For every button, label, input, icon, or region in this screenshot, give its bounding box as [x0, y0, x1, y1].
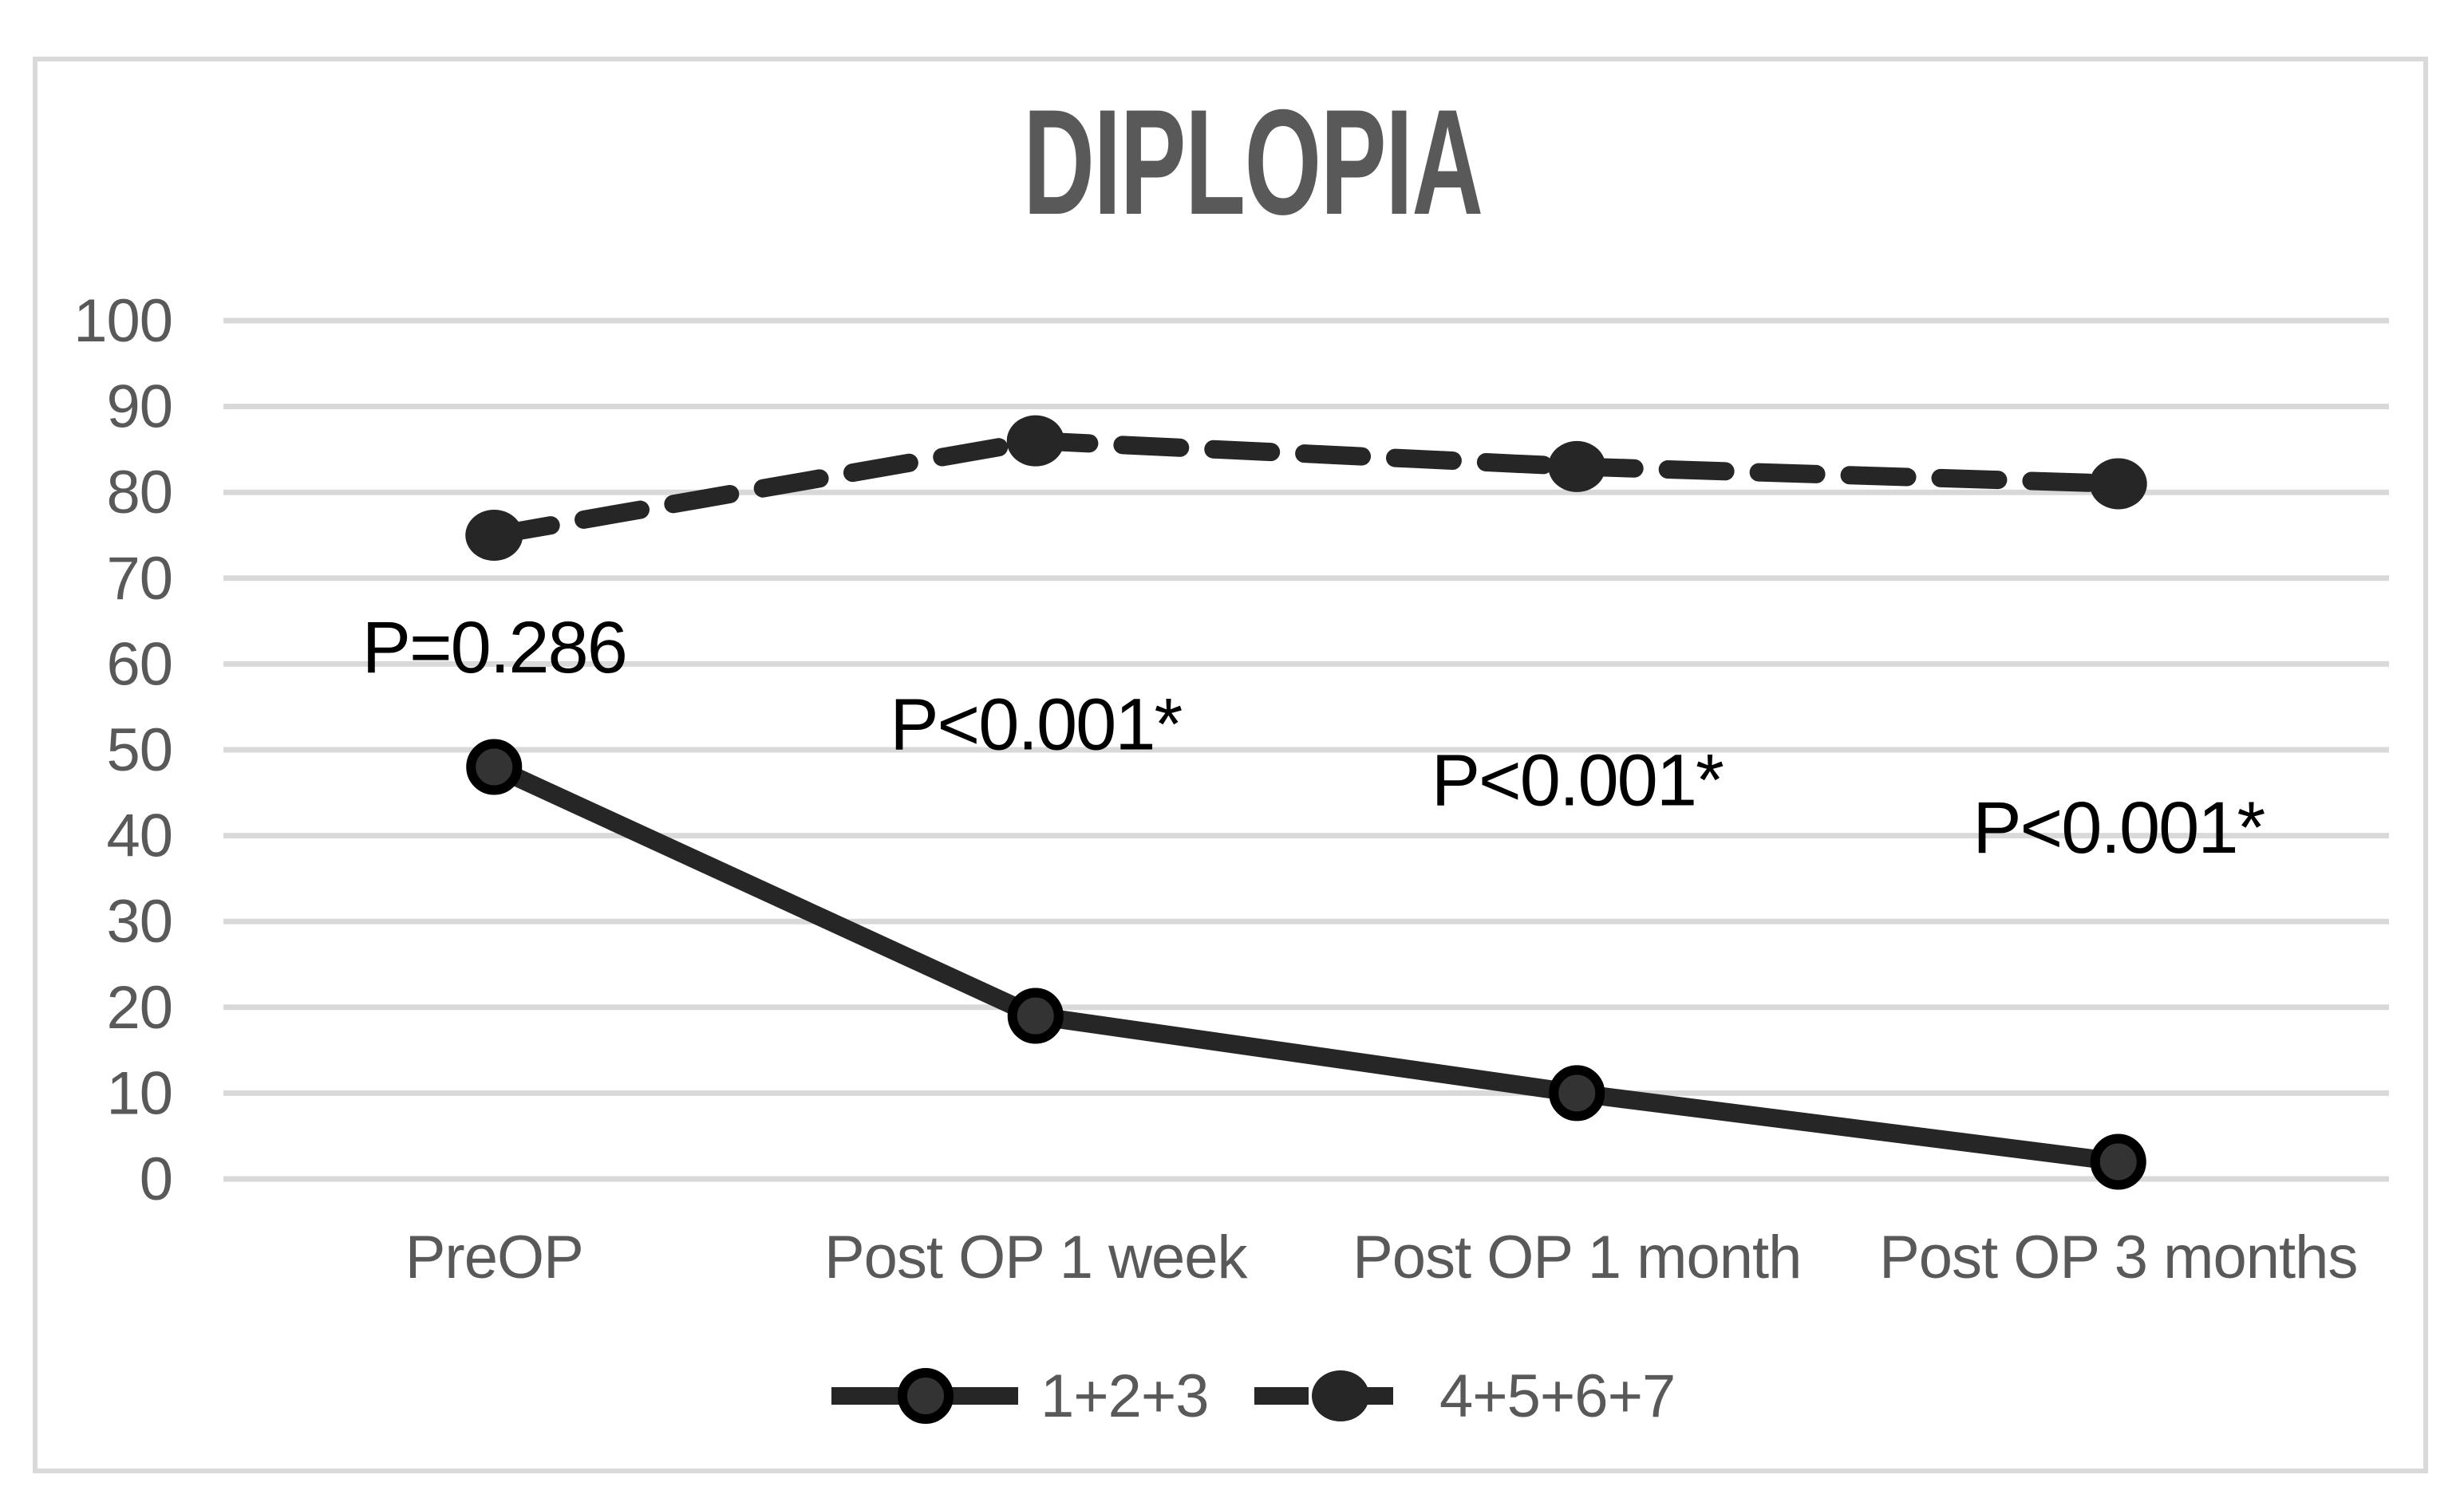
y-axis-tick-label: 70	[106, 545, 172, 613]
gridlines-group	[223, 317, 2389, 1182]
series-line-solid	[484, 758, 2128, 1171]
x-axis-category-label: PreOP	[405, 1224, 583, 1291]
legend-ring-marker-icon	[898, 1368, 954, 1424]
y-axis-tick-label: 90	[106, 373, 172, 441]
data-point-filled-marker	[465, 510, 523, 561]
y-axis-tick-label: 50	[106, 716, 172, 784]
data-point-ring-marker	[1007, 988, 1064, 1044]
p-value-annotation: P<0.001*	[1972, 787, 2265, 869]
data-point-ring-marker	[1549, 1065, 1605, 1122]
y-axis-tick-label: 20	[106, 974, 172, 1042]
y-axis-tick-label: 10	[106, 1059, 172, 1127]
legend-filled-marker-icon	[1312, 1370, 1369, 1421]
series-line-dashed	[484, 432, 2128, 545]
y-axis-tick-label: 0	[140, 1145, 172, 1213]
y-axis-tick-label: 100	[73, 287, 172, 355]
data-point-ring-marker	[2090, 1133, 2146, 1190]
data-point-filled-marker	[2089, 458, 2147, 510]
series-lines-group	[465, 415, 2147, 1190]
x-axis-category-label: Post OP 1 week	[824, 1224, 1249, 1291]
chart-frame-border	[33, 57, 2428, 1473]
x-axis-category-labels: PreOP Post OP 1 week Post OP 1 month Post O…	[405, 1224, 2359, 1291]
p-value-annotation: P<0.001*	[1431, 740, 1724, 822]
data-point-filled-marker	[1548, 440, 1606, 492]
legend: 1+2+3 4+5+6+7	[831, 1362, 1676, 1430]
y-axis-tick-label: 40	[106, 802, 172, 870]
data-point-filled-marker	[1006, 415, 1064, 467]
annotations-group: P=0.286 P<0.001* P<0.001* P<0.001*	[362, 607, 2267, 869]
p-value-annotation: P<0.001*	[890, 684, 1182, 766]
data-point-ring-marker	[466, 739, 523, 795]
y-axis-tick-label: 80	[106, 459, 172, 526]
legend-label-series-2: 4+5+6+7	[1439, 1362, 1675, 1430]
x-axis-category-label: Post OP 3 months	[1879, 1224, 2357, 1291]
y-axis-tick-label: 60	[106, 630, 172, 698]
x-axis-category-label: Post OP 1 month	[1352, 1224, 1801, 1291]
y-axis-tick-label: 30	[106, 888, 172, 956]
legend-label-series-1: 1+2+3	[1040, 1362, 1209, 1430]
y-axis-tick-labels: 0 10 20 30 40 50 60 70 80 90 100	[73, 287, 173, 1213]
p-value-annotation: P=0.286	[362, 607, 626, 688]
legend-item-series-2: 4+5+6+7	[1254, 1362, 1676, 1430]
chart-title: DIPLOPIA	[1023, 78, 1482, 246]
legend-item-series-1: 1+2+3	[831, 1362, 1210, 1430]
